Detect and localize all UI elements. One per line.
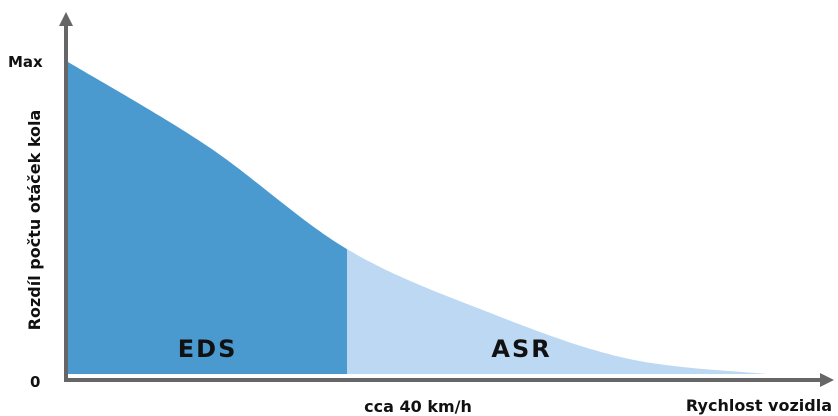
x-axis-label: Rychlost vozidla <box>686 396 832 415</box>
chart-regions: EDS ASR <box>68 62 766 374</box>
region-eds <box>68 62 348 374</box>
x-axis-arrow <box>820 373 834 387</box>
region-label-eds: EDS <box>178 335 238 363</box>
region-asr <box>347 249 766 374</box>
y-axis-arrow <box>59 12 73 26</box>
y-axis-label: Rozdíl počtu otáček kola <box>25 110 44 331</box>
x-marker-label: cca 40 km/h <box>364 397 472 416</box>
y-tick-max: Max <box>8 53 43 71</box>
region-label-asr: ASR <box>491 335 551 363</box>
y-tick-zero: 0 <box>30 373 40 391</box>
